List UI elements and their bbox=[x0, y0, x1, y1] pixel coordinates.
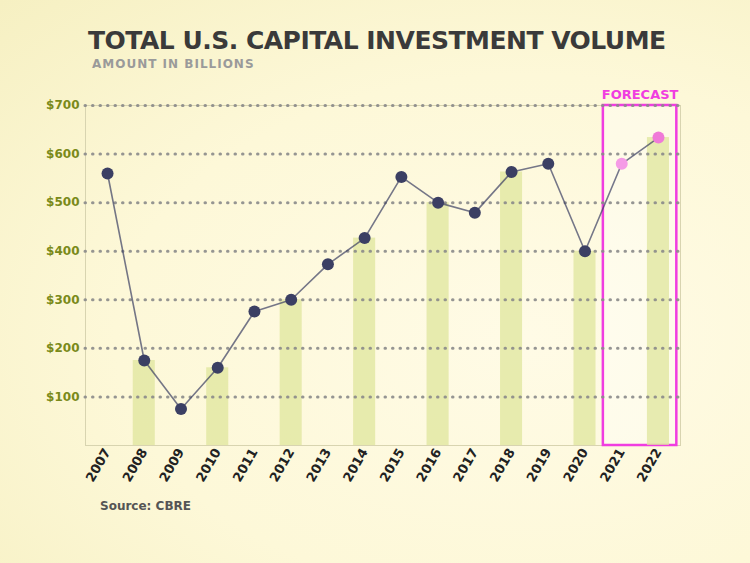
svg-text:2010: 2010 bbox=[193, 446, 224, 485]
svg-text:2021: 2021 bbox=[597, 446, 628, 485]
svg-text:$100: $100 bbox=[46, 390, 79, 404]
svg-text:$200: $200 bbox=[46, 341, 79, 355]
svg-text:2017: 2017 bbox=[450, 446, 481, 485]
svg-text:2014: 2014 bbox=[340, 446, 371, 485]
svg-text:2016: 2016 bbox=[413, 446, 444, 485]
svg-text:2011: 2011 bbox=[230, 446, 261, 485]
svg-text:2015: 2015 bbox=[376, 446, 407, 485]
svg-text:2012: 2012 bbox=[266, 446, 297, 485]
svg-text:$700: $700 bbox=[46, 98, 79, 112]
svg-text:2009: 2009 bbox=[156, 446, 187, 485]
svg-text:2022: 2022 bbox=[634, 446, 665, 485]
svg-text:2020: 2020 bbox=[560, 446, 591, 485]
svg-text:$400: $400 bbox=[46, 244, 79, 258]
svg-text:2018: 2018 bbox=[487, 446, 518, 485]
svg-text:2013: 2013 bbox=[303, 446, 334, 485]
svg-text:2019: 2019 bbox=[523, 446, 554, 485]
svg-text:2008: 2008 bbox=[119, 446, 150, 485]
svg-text:$500: $500 bbox=[46, 195, 79, 209]
html-text:AMOUNT IN BILLIONS: AMOUNT IN BILLIONS bbox=[92, 57, 255, 71]
html-text:TOTAL U.S. CAPITAL INVESTMENT: TOTAL U.S. CAPITAL INVESTMENT VOLUME bbox=[88, 26, 666, 55]
svg-text:$600: $600 bbox=[46, 147, 79, 161]
svg-text:$300: $300 bbox=[46, 293, 79, 307]
svg-text:2007: 2007 bbox=[83, 446, 114, 485]
svg-text:FORECAST: FORECAST bbox=[602, 87, 679, 102]
html-text:Source: CBRE: Source: CBRE bbox=[100, 499, 191, 513]
